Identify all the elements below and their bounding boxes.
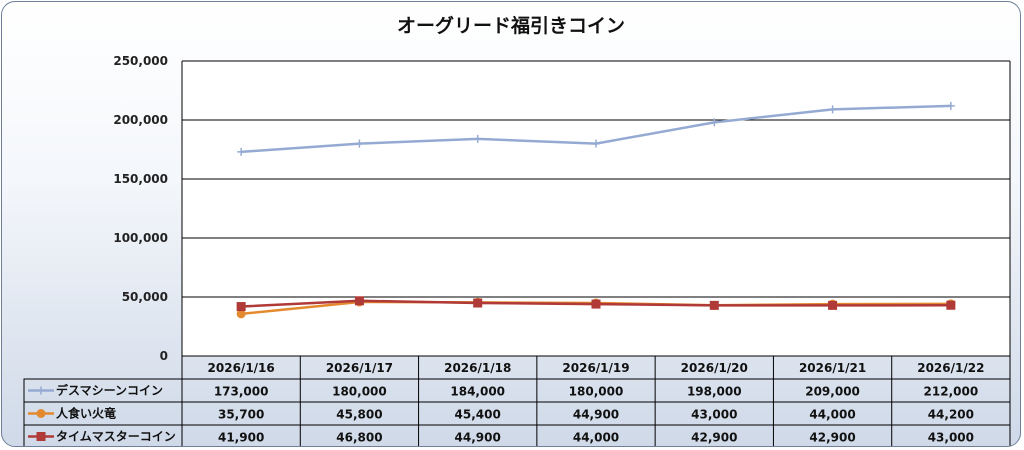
legend-key [28,432,54,441]
data-point [828,300,838,310]
data-point [591,299,601,309]
data-table-value: 42,900 [809,431,855,445]
x-category-label: 2026/1/19 [562,361,629,375]
data-point [355,139,364,148]
x-category-label: 2026/1/16 [208,361,275,375]
data-point [946,300,956,310]
data-table-value: 180,000 [332,385,387,399]
plot-area [182,61,1010,356]
chart-title: オーグリード福引きコイン [397,14,625,37]
data-table-value: 42,900 [691,431,737,445]
data-table-value: 44,000 [573,431,619,445]
legend-key-marker [36,432,46,441]
y-tick-label: 100,000 [113,231,168,245]
y-axis: 0 50,000 100,000 150,000 200,000 250,000 [113,54,168,363]
data-table-value: 198,000 [687,385,742,399]
data-table-value: 180,000 [569,385,624,399]
legend-key-marker [36,409,46,418]
x-category-label: 2026/1/20 [681,361,748,375]
data-table-value: 45,800 [336,408,382,422]
data-point [592,139,600,148]
data-table-value: 44,200 [928,408,974,422]
data-table-value: 43,000 [928,431,974,445]
data-point [236,309,246,319]
data-table-value: 44,900 [573,408,619,422]
y-tick-label: 50,000 [122,290,168,304]
legend-key [28,409,54,418]
data-point [710,118,719,127]
x-category-label: 2026/1/17 [326,361,393,375]
y-tick-label: 150,000 [113,172,168,186]
table-row [23,378,1011,403]
data-point [473,298,483,308]
legend-key-marker [37,386,45,395]
data-point [354,296,364,306]
y-tick-label: 250,000 [113,54,168,68]
data-table: 2026/1/16 2026/1/17 2026/1/18 2026/1/19 2026… [23,355,1011,446]
data-table-value: 184,000 [450,385,505,399]
data-point [236,302,246,312]
x-category-label: 2026/1/21 [799,361,866,375]
data-table-value: 44,900 [455,431,501,445]
data-table-value: 212,000 [924,385,979,399]
data-point [828,105,837,114]
legend-key [28,386,54,395]
series-group [236,101,956,319]
series-name: タイムマスターコイン [56,430,176,444]
data-table-value: 46,800 [336,431,382,445]
data-point [946,101,955,110]
series-name: デスマシーンコイン [56,383,163,398]
x-category-label: 2026/1/18 [444,361,511,375]
data-table-value: 45,400 [455,408,501,422]
data-table-value: 209,000 [805,385,860,399]
data-table-value: 35,700 [218,408,264,422]
y-tick-label: 200,000 [113,113,168,127]
data-point [709,300,719,310]
y-tick-label: 0 [160,349,168,363]
table-row [23,401,1011,426]
data-table-value: 173,000 [214,385,269,399]
data-point [237,147,246,156]
x-category-label: 2026/1/22 [917,361,984,375]
data-table-value: 41,900 [218,431,264,445]
series-name: 人食い火竜 [56,406,116,421]
data-table-value: 43,000 [691,408,737,422]
data-table-value: 44,000 [809,408,855,422]
data-point [473,134,482,143]
